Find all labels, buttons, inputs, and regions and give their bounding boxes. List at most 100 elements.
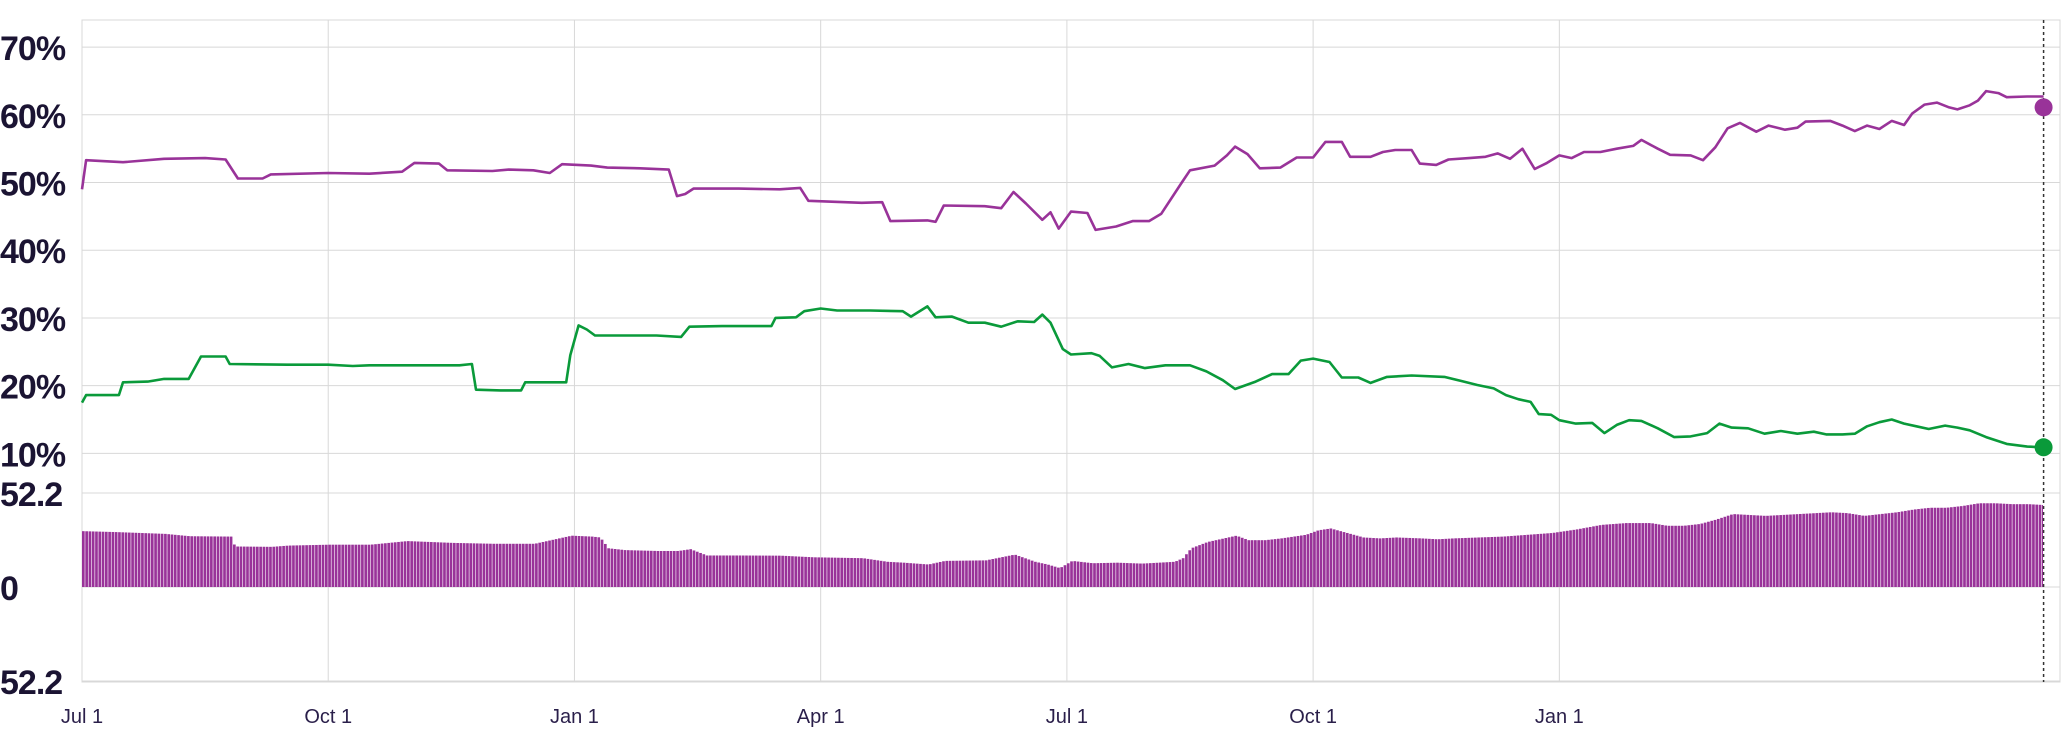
lead-bar: [1227, 537, 1231, 587]
lead-bar: [1733, 514, 1737, 587]
lead-bar: [95, 531, 98, 587]
lead-bar: [1736, 514, 1740, 587]
lead-bar: [1743, 514, 1746, 587]
lead-bar: [751, 555, 755, 587]
lead-bar: [1959, 506, 1963, 587]
lead-bar: [1132, 563, 1136, 587]
lead-bar: [150, 533, 154, 587]
lead-bar: [1382, 538, 1385, 587]
lead-bar: [1579, 528, 1582, 587]
lead-bar: [1713, 519, 1717, 587]
lead-bar: [2022, 504, 2025, 587]
series-line-desantis: [80, 305, 2044, 449]
lead-bar: [2002, 503, 2006, 587]
lead-bar: [1615, 523, 1618, 587]
lead-bar: [643, 550, 647, 587]
lead-bar: [1569, 530, 1572, 587]
y-tick-label: 10%: [0, 436, 66, 474]
lead-bar: [1631, 523, 1635, 587]
lead-bar: [725, 555, 729, 587]
lead-bar: [492, 543, 496, 587]
lead-bar: [1776, 515, 1779, 587]
lead-bar: [387, 542, 391, 587]
x-tick-label: Apr 1: [797, 706, 845, 728]
lead-bar: [1542, 533, 1546, 587]
lead-bar: [305, 545, 308, 587]
lead-bar: [285, 545, 289, 587]
lead-bar: [915, 563, 919, 587]
lead-bar: [472, 543, 476, 587]
lead-bar: [1257, 540, 1260, 587]
lead-bar: [1720, 517, 1723, 587]
lead-bar: [1027, 559, 1031, 587]
lead-bar: [1772, 515, 1776, 587]
lead-bar: [1270, 539, 1274, 587]
y-tick-label: 20%: [0, 369, 66, 407]
lead-bar: [561, 537, 564, 587]
lead-bar: [1982, 503, 1986, 587]
lead-bar: [1808, 513, 1812, 587]
lead-bar: [702, 554, 706, 587]
lead-bar: [525, 543, 528, 587]
lead-bar: [160, 533, 164, 587]
lead-bar: [1103, 562, 1106, 587]
lead-bar: [367, 544, 371, 587]
lead-bar: [1730, 514, 1733, 587]
lead-bar: [794, 556, 798, 587]
lead-bar: [1611, 524, 1615, 587]
lead-bar: [341, 544, 345, 587]
lead-bar: [1093, 563, 1096, 587]
lead-bar: [840, 557, 844, 587]
lead-bar: [544, 541, 548, 587]
lead-bar: [1710, 520, 1714, 587]
lead-bar: [1352, 534, 1356, 587]
lead-bar: [1030, 560, 1034, 587]
lead-bar: [1467, 537, 1471, 587]
lead-bar: [1050, 565, 1054, 587]
lead-bar: [883, 561, 886, 587]
lead-bar: [1716, 518, 1720, 587]
lead-bar: [1858, 515, 1861, 587]
lead-bar: [108, 531, 111, 587]
lead-bar: [1933, 507, 1937, 587]
lead-bar: [173, 534, 177, 587]
lead-bar: [600, 539, 604, 587]
lead-bar: [1684, 525, 1687, 587]
lead-bar: [1552, 532, 1556, 587]
lead-bar: [1017, 556, 1021, 587]
lead-bar: [630, 550, 633, 587]
lead-bar: [2032, 504, 2035, 587]
lead-bar: [1303, 535, 1306, 587]
lead-bar: [584, 536, 587, 587]
y-axis-labels: 10% 20% 30% 40% 50% 60% 70%: [0, 30, 67, 474]
lead-bar: [1661, 524, 1664, 587]
lead-bar: [1687, 525, 1691, 587]
lead-bar: [439, 542, 443, 587]
lead-bar: [626, 550, 630, 587]
lead-bar: [968, 560, 972, 587]
lead-bar: [892, 562, 896, 587]
lead-bar: [833, 557, 837, 587]
lead-bar: [239, 546, 243, 587]
lead-bar: [810, 557, 814, 587]
lead-bar: [587, 536, 591, 587]
lead-bar: [361, 544, 364, 587]
y-tick-label: 60%: [0, 98, 66, 136]
lead-bar: [876, 560, 880, 587]
lead-bar: [594, 536, 597, 587]
lead-bar: [1293, 536, 1297, 587]
lead-bar: [311, 545, 315, 587]
lead-bar: [1477, 537, 1480, 587]
lead-bar: [193, 536, 197, 587]
lead-bar: [315, 544, 318, 587]
lead-bar: [1152, 562, 1155, 587]
lead-bar: [1559, 531, 1563, 587]
lead-bar: [144, 533, 148, 587]
bar-axis-labels: 52.2 0 52.2: [0, 476, 63, 702]
lead-bar: [738, 555, 742, 587]
lead-bar: [538, 542, 542, 587]
lead-bar: [1973, 504, 1976, 587]
lead-bar: [213, 536, 217, 587]
lead-bar: [1434, 539, 1438, 587]
lead-bar: [1697, 524, 1700, 587]
